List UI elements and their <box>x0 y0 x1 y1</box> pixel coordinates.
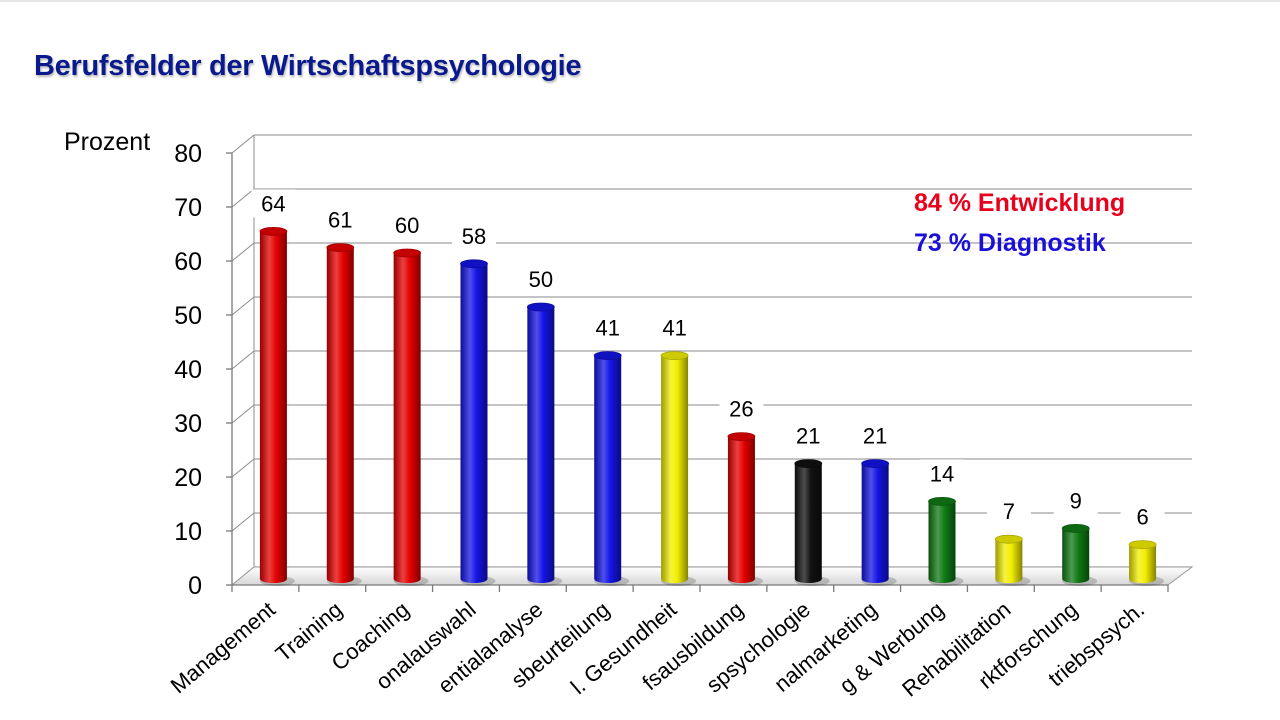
data-label: 41 <box>595 316 619 341</box>
y-tick-label: 80 <box>174 140 202 168</box>
bar-14 <box>1129 544 1157 583</box>
legend-diagnostics: 73 % Diagnostik <box>914 229 1106 257</box>
data-label: 41 <box>662 316 686 341</box>
y-tick-label: 20 <box>174 464 202 492</box>
bar-top-9 <box>794 459 823 469</box>
bar-2 <box>326 247 354 583</box>
gridline-depth <box>231 242 255 262</box>
y-tick-label: 70 <box>174 194 202 222</box>
y-tick-label: 10 <box>174 518 202 546</box>
data-label: 26 <box>729 397 753 422</box>
data-label: 61 <box>328 208 352 233</box>
bar-top-11 <box>928 496 956 506</box>
bar-top-8 <box>727 432 756 442</box>
bar-6 <box>594 355 622 583</box>
category-label: Management <box>166 597 280 699</box>
gridline-depth <box>231 404 255 424</box>
gridline-depth <box>231 350 255 370</box>
bar-top-10 <box>861 459 890 469</box>
bar-1 <box>259 231 287 583</box>
data-label-bg <box>518 265 563 293</box>
gridline-depth <box>231 458 255 478</box>
data-label: 58 <box>462 224 486 249</box>
bar-8 <box>727 436 755 583</box>
bar-5 <box>527 307 555 583</box>
bar-top-5 <box>526 302 555 312</box>
top-rule <box>0 0 1280 2</box>
y-tick-label: 50 <box>174 302 202 330</box>
bar-top-13 <box>1061 524 1090 533</box>
gridline-depth <box>231 134 255 154</box>
bar-top-12 <box>994 534 1023 544</box>
chart-floor <box>230 566 1194 586</box>
data-label-bg <box>251 189 296 218</box>
y-tick-label: 60 <box>174 248 202 276</box>
data-label-bg <box>452 221 496 250</box>
bar-13 <box>1062 528 1090 583</box>
bar-3 <box>393 253 421 583</box>
data-label: 21 <box>796 424 820 449</box>
y-tick-label: 30 <box>174 410 202 438</box>
bar-top-14 <box>1128 540 1157 549</box>
y-axis-label: Prozent <box>64 128 150 156</box>
data-label-bg <box>318 205 363 234</box>
bar-top-4 <box>460 259 488 269</box>
y-tick-label: 40 <box>174 356 202 384</box>
bar-top-2 <box>326 243 355 253</box>
bar-top-3 <box>393 248 422 258</box>
bar-9 <box>794 463 822 583</box>
bar-top-1 <box>259 226 288 236</box>
data-label: 50 <box>529 267 553 292</box>
gridline-depth <box>231 512 255 532</box>
data-label-bg <box>585 313 630 342</box>
bar-12 <box>995 539 1023 583</box>
data-label: 60 <box>395 213 419 238</box>
gridline-depth <box>231 188 255 208</box>
data-label-bg <box>1120 502 1165 531</box>
data-label-bg <box>719 394 764 423</box>
data-label-bg <box>786 421 831 450</box>
data-label-bg <box>986 497 1031 526</box>
bar-10 <box>861 463 889 583</box>
chart-title: Berufsfelder der Wirtschaftspsychologie <box>34 50 582 82</box>
data-label: 9 <box>1070 488 1082 513</box>
data-label-bg <box>385 211 430 239</box>
gridline-depth <box>231 296 255 316</box>
bar-7 <box>661 355 689 583</box>
bar-11 <box>928 501 956 583</box>
data-label-bg <box>853 421 898 450</box>
y-tick-label: 0 <box>188 572 202 600</box>
bar-top-6 <box>593 351 622 361</box>
data-label: 14 <box>930 461 954 486</box>
data-label: 64 <box>261 191 285 216</box>
data-label: 6 <box>1136 505 1148 530</box>
data-label: 7 <box>1003 499 1015 524</box>
legend-development: 84 % Entwicklung <box>914 189 1126 217</box>
bar-4 <box>460 263 488 583</box>
data-label-bg <box>920 459 964 488</box>
data-label: 21 <box>863 424 887 449</box>
data-label-bg <box>652 313 697 342</box>
data-label-bg <box>1053 486 1098 515</box>
bar-top-7 <box>660 351 689 361</box>
